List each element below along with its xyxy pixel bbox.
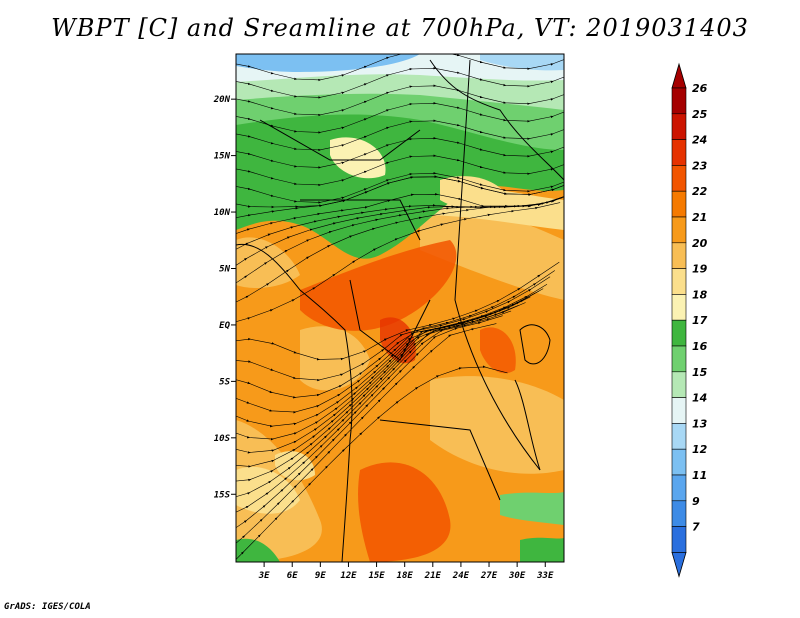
- colorbar-label: 11: [692, 469, 707, 482]
- colorbar-label: 24: [692, 134, 707, 147]
- lat-tick-label: 5S: [219, 377, 230, 387]
- lat-tick-label: 15S: [214, 490, 231, 500]
- colorbar-swatch: [671, 268, 687, 295]
- colorbar-swatch: [671, 526, 687, 553]
- colorbar-label: 17: [692, 314, 708, 327]
- lon-tick-label: 27E: [480, 571, 498, 581]
- colorbar-label: 14: [692, 392, 707, 405]
- colorbar-swatch: [671, 242, 687, 269]
- map-frame: [235, 53, 565, 563]
- map-title: WBPT [C] and Sreamline at 700hPa, VT: 20…: [51, 14, 749, 42]
- colorbar-bottom-arrow: [671, 552, 687, 578]
- colorbar-label: 22: [692, 185, 708, 198]
- colorbar-label: 7: [692, 521, 700, 534]
- colorbar-swatch: [671, 371, 687, 398]
- credit-label: GrADS: IGES/COLA: [4, 602, 91, 612]
- lat-tick-label: 10N: [214, 208, 231, 218]
- lat-tick-label: 10S: [214, 434, 231, 444]
- colorbar-label: 9: [692, 495, 700, 508]
- colorbar-label: 26: [692, 82, 708, 95]
- colorbar-top-arrow: [671, 62, 687, 89]
- lon-tick-label: 12E: [340, 571, 357, 581]
- colorbar-swatch: [671, 474, 687, 502]
- colorbar-swatch: [671, 165, 687, 192]
- colorbar-swatch: [671, 87, 687, 115]
- colorbar-swatch: [671, 113, 687, 140]
- colorbar: 26 25 24 23 22 21 20 19 18 17 16 15 14 13 12 11 9 7: [671, 62, 708, 578]
- colorbar-label: 18: [692, 288, 708, 301]
- colorbar-label: 23: [692, 159, 708, 172]
- colorbar-label: 21: [692, 211, 707, 224]
- lon-tick-label: 9E: [315, 571, 326, 581]
- lat-tick-label: 15N: [214, 152, 231, 162]
- lon-axis: 3E 6E 9E 12E 15E 18E 21E 24E 27E 30E 33E: [258, 562, 554, 581]
- colorbar-label: 15: [692, 366, 708, 379]
- colorbar-label: 25: [692, 108, 708, 121]
- lon-tick-label: 15E: [368, 571, 385, 581]
- colorbar-label: 12: [692, 443, 708, 456]
- colorbar-label: 19: [692, 263, 708, 276]
- colorbar-label: 13: [692, 417, 708, 430]
- lon-tick-label: 30E: [508, 571, 526, 581]
- streamline: [236, 365, 508, 560]
- lon-tick-label: 21E: [424, 571, 442, 581]
- colorbar-swatch: [671, 294, 687, 321]
- lon-tick-label: 18E: [397, 571, 414, 581]
- colorbar-swatch: [671, 216, 687, 244]
- colorbar-swatch: [671, 319, 687, 347]
- lat-tick-label: 20N: [213, 95, 231, 105]
- lat-axis: 20N 15N 10N 5N EQ 5S 10S 15S: [213, 95, 236, 500]
- lat-tick-label: EQ: [219, 321, 230, 331]
- colorbar-swatch: [671, 345, 687, 373]
- lon-tick-label: 33E: [536, 571, 554, 581]
- colorbar-swatch: [671, 423, 687, 450]
- colorbar-swatch: [671, 190, 687, 218]
- colorbar-label: 16: [692, 340, 708, 353]
- lon-tick-label: 3E: [258, 571, 270, 581]
- colorbar-swatch: [671, 139, 687, 166]
- streamlines: [236, 54, 564, 560]
- colorbar-label: 20: [692, 237, 708, 250]
- colorbar-swatch: [671, 448, 687, 476]
- colorbar-swatch: [671, 500, 687, 527]
- lat-tick-label: 5N: [219, 264, 230, 274]
- lon-tick-label: 6E: [287, 571, 298, 581]
- lon-tick-label: 24E: [452, 571, 470, 581]
- colorbar-swatch: [671, 397, 687, 424]
